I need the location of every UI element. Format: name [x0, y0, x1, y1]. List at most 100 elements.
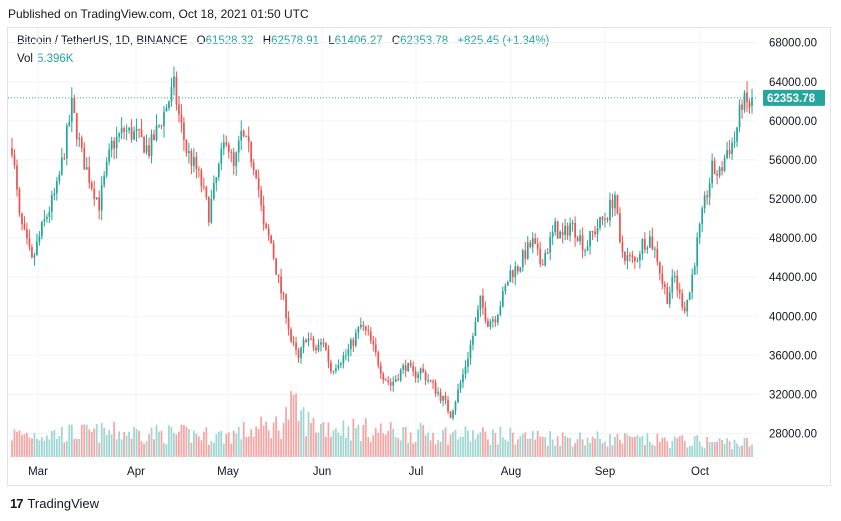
candle-body — [382, 373, 385, 380]
volume-bar — [668, 448, 671, 457]
volume-bar — [297, 421, 300, 457]
candle-body — [55, 181, 58, 194]
candle-body — [444, 395, 447, 401]
volume-bar — [88, 429, 91, 457]
symbol-title[interactable]: Bitcoin / TetherUS, 1D, BINANCE — [17, 35, 188, 47]
candle-body — [579, 235, 581, 242]
volume-bar — [285, 407, 287, 457]
volume-bar — [272, 422, 275, 457]
volume-bar — [389, 422, 392, 457]
volume-bar — [479, 432, 482, 457]
volume-bar — [474, 439, 477, 457]
volume-bar — [202, 431, 205, 457]
volume-bar — [183, 425, 185, 457]
candle-body — [173, 76, 175, 88]
candle-body — [307, 338, 310, 342]
volume-bar — [315, 432, 317, 457]
volume-bar — [23, 434, 26, 457]
published-note: Published on TradingView.com, Oct 18, 20… — [8, 7, 309, 21]
price-axis: 28000.00 32000.00 36000.00 40000.00 44000.00… — [769, 38, 817, 441]
candle-body — [521, 250, 524, 268]
candle-body — [207, 197, 210, 223]
volume-bar — [614, 436, 616, 457]
volume-bar — [60, 426, 63, 457]
volume-bar — [703, 448, 706, 457]
candle-body — [93, 188, 96, 199]
candle-body — [100, 185, 103, 211]
candle-body — [661, 273, 664, 284]
volume-bar — [574, 443, 576, 457]
volume-bar — [621, 443, 624, 457]
volume-bar — [651, 444, 654, 457]
volume-bar — [26, 432, 28, 457]
volume-bar — [110, 434, 113, 457]
candle-body — [429, 380, 432, 382]
candle-body — [11, 148, 13, 156]
volume-bar — [624, 433, 626, 457]
candle-body — [534, 238, 537, 244]
candle-body — [432, 381, 434, 383]
tradingview-brand[interactable]: 17 TradingView — [10, 496, 99, 511]
candles — [11, 66, 753, 420]
candle-body — [688, 292, 691, 300]
volume-bar — [462, 436, 464, 457]
candle-body — [467, 358, 469, 367]
volume-bar — [165, 444, 168, 457]
volume-bar — [409, 432, 412, 457]
candle-body — [345, 355, 347, 357]
low-label: L — [328, 35, 335, 47]
candle-body — [302, 339, 305, 348]
volume-bar — [437, 440, 439, 457]
volume-bar — [519, 436, 522, 457]
candle-body — [352, 339, 355, 346]
candle-body — [280, 276, 282, 294]
volume-bar — [158, 431, 160, 457]
volume-bar — [384, 434, 387, 457]
volume-bar — [656, 433, 659, 457]
volume-bar — [83, 424, 86, 457]
candle-body — [155, 125, 158, 140]
candle-body — [362, 324, 365, 327]
candle-body — [150, 134, 153, 156]
candle-body — [551, 232, 554, 237]
candle-body — [317, 344, 320, 351]
candle-body — [556, 221, 559, 239]
volume-bar — [200, 440, 203, 457]
y-tick-label: 48000.00 — [769, 233, 817, 245]
last-price-tag — [763, 89, 825, 106]
candle-body — [519, 267, 522, 272]
candle-body — [384, 379, 387, 381]
volume-bar — [482, 427, 484, 457]
candle-body — [462, 374, 464, 383]
volume-bar — [277, 430, 280, 457]
candle-body — [397, 379, 400, 381]
candle-body — [262, 205, 265, 224]
volume-bar — [113, 421, 116, 457]
volume-bar — [367, 436, 370, 457]
volume-bar — [452, 431, 454, 457]
candle-body — [544, 252, 547, 266]
volume-bar — [524, 432, 527, 457]
candle-body — [85, 167, 88, 170]
close-value: 62353.78 — [400, 35, 449, 47]
volume-bar — [307, 411, 310, 457]
candle-body — [265, 223, 268, 229]
x-tick-label: Oct — [691, 466, 710, 478]
candle-body — [110, 140, 113, 150]
candle-body — [741, 104, 743, 110]
candle-body — [489, 321, 492, 327]
candle-body — [469, 344, 472, 359]
y-tick-label: 64000.00 — [769, 77, 817, 89]
candle-body — [377, 352, 380, 366]
volume-bar — [235, 433, 238, 457]
volume-bar — [103, 427, 106, 457]
candle-body — [387, 380, 390, 383]
candle-body — [277, 274, 280, 277]
change-value: +825.45 (+1.34%) — [457, 35, 550, 47]
chart-frame[interactable] — [7, 27, 831, 486]
candle-body — [13, 155, 16, 166]
candle-body — [145, 145, 148, 153]
volume-bar — [379, 423, 382, 457]
candle-body — [108, 149, 111, 162]
